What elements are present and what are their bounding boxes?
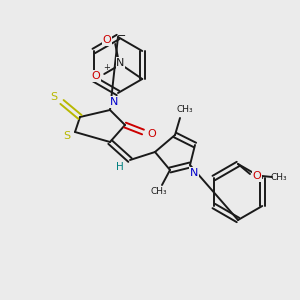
- Text: O: O: [253, 171, 261, 181]
- Text: CH₃: CH₃: [177, 106, 193, 115]
- Text: N: N: [110, 97, 118, 107]
- Text: H: H: [116, 162, 124, 172]
- Text: O: O: [103, 35, 112, 45]
- Text: +: +: [103, 62, 110, 71]
- Text: N: N: [190, 168, 198, 178]
- Text: S: S: [63, 131, 70, 141]
- Text: CH₃: CH₃: [271, 172, 287, 182]
- Text: −: −: [117, 31, 126, 41]
- Text: O: O: [92, 71, 100, 81]
- Text: S: S: [50, 92, 58, 102]
- Text: CH₃: CH₃: [151, 188, 167, 196]
- Text: O: O: [148, 129, 156, 139]
- Text: N: N: [116, 58, 124, 68]
